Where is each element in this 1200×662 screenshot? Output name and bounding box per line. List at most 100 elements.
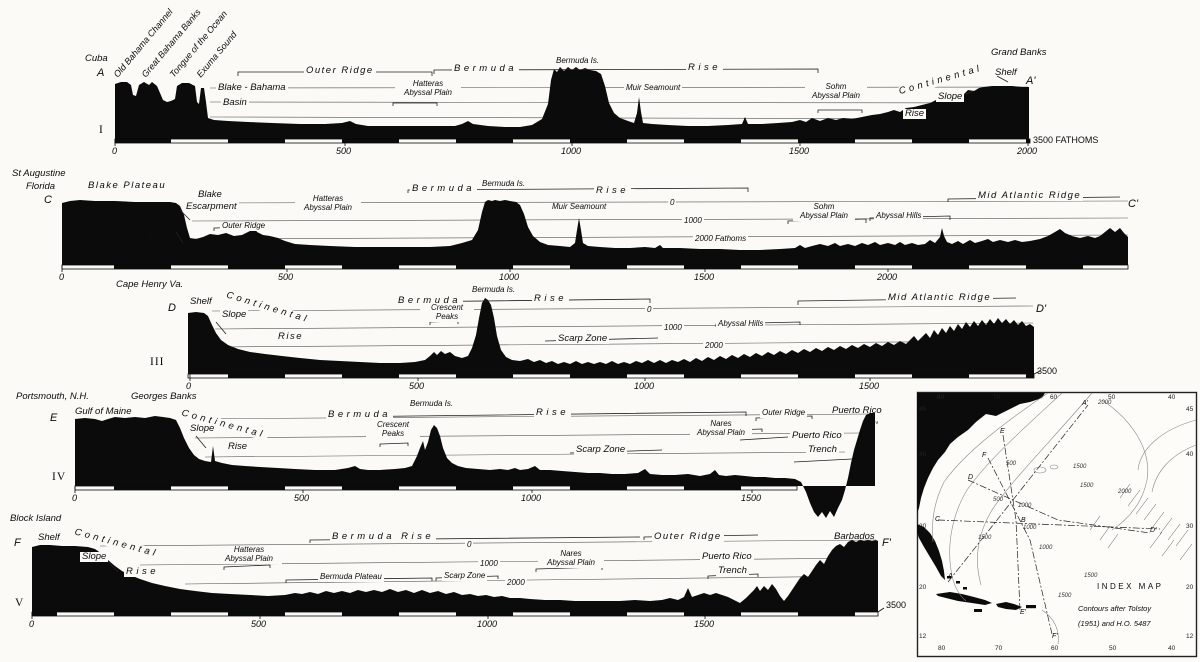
profile-3-group — [187, 297, 1041, 381]
p4-puerto-rico: Puerto Rico — [832, 405, 882, 416]
p3-axis-1500: 1500 — [859, 381, 880, 391]
map-point-f: F — [982, 452, 987, 459]
p5-nares-line2: Abyssal Plain — [546, 557, 596, 567]
p3-bermuda-is: Bermuda Is. — [472, 285, 516, 294]
p4-axis-1500: 1500 — [741, 493, 762, 503]
p2-mid-atlantic-ridge: Mid Atlantic Ridge — [976, 190, 1084, 202]
p4-axis-1000: 1000 — [521, 493, 542, 503]
p5-axis-0: 0 — [29, 619, 35, 629]
p4-nares-line1: Nares — [710, 419, 732, 428]
p4-outer-ridge: Outer Ridge — [760, 408, 808, 418]
p5-hatteras-abyssal-plain: Hatteras Abyssal Plain — [216, 545, 282, 564]
p3-axis-500: 500 — [409, 381, 425, 391]
map-bottom-70: 70 — [995, 645, 1003, 652]
map-point-e: E — [1000, 428, 1005, 435]
p3-scarp-zone: Scarp Zone — [556, 333, 610, 345]
map-title: INDEX MAP — [1097, 582, 1164, 591]
p2-sohm-abyssal-plain: Sohm Abyssal Plain — [793, 202, 855, 221]
profile-1-group — [114, 67, 1031, 146]
p5-place: Block Island — [10, 513, 62, 524]
map-contour-500-b: 500 — [993, 497, 1004, 503]
p1-axis-2000: 2000 — [1017, 146, 1038, 156]
map-contour-1500-e: 1500 — [1058, 593, 1072, 599]
p1-start: A — [97, 67, 105, 79]
p5-axis-1000: 1000 — [477, 619, 498, 629]
profile-2-silhouette — [62, 200, 1128, 265]
p4-trench-line2: Trench — [806, 444, 839, 456]
map-credit-line2: (1951) and H.O. 5487 — [1078, 619, 1151, 628]
p2-axis-500: 500 — [278, 272, 294, 282]
p2-d1000: 1000 — [682, 216, 704, 226]
p5-d0: 0 — [465, 540, 474, 550]
map-right-12: 12 — [1186, 633, 1194, 640]
p1-basin: Basin — [221, 97, 249, 109]
p2-escarpment: Escarpment — [184, 201, 239, 213]
p4-end: E' — [868, 420, 878, 432]
p1-bermuda-is: Bermuda Is. — [556, 56, 600, 65]
p5-axis-1500: 1500 — [694, 619, 715, 629]
p2-d2000: 2000 Fathoms — [693, 234, 749, 244]
p4-axis-0: 0 — [72, 493, 78, 503]
map-point-b: B — [1021, 517, 1026, 524]
p3-axis-1000: 1000 — [634, 381, 655, 391]
p3-start: D — [168, 302, 176, 314]
p5-scarp-zone: Scarp Zone — [442, 571, 488, 581]
p4-nares-line2: Abyssal Plain — [696, 427, 746, 437]
p4-gulf-of-maine: Gulf of Maine — [75, 406, 132, 417]
p1-sohm-line2: Abyssal Plain — [811, 90, 861, 100]
p5-trench-line2: Trench — [716, 565, 749, 577]
p3-d0: 0 — [645, 305, 654, 315]
map-top-80: 80 — [937, 394, 945, 401]
p3-crescent-peaks: Crescent Peaks — [420, 303, 474, 322]
p5-d2000: 2000 — [505, 578, 527, 588]
p1-place: Cuba — [85, 53, 108, 64]
p4-crescent-line1: Crescent — [376, 420, 409, 429]
p3-place: Cape Henry Va. — [116, 279, 184, 290]
p2-blake: Blake — [196, 189, 224, 201]
p3-axis-0: 0 — [186, 381, 192, 391]
profile-3-scalebar — [187, 373, 1035, 379]
map-point-d: D — [968, 474, 974, 481]
p3-end: D' — [1036, 303, 1047, 315]
map-contour-1500-c: 1500 — [978, 535, 992, 541]
map-point-a: A — [948, 573, 953, 580]
map-contour-2000-a: 2000 — [1098, 400, 1112, 406]
profile-5-scalebar — [31, 611, 879, 617]
map-left-45: 45 — [919, 406, 927, 413]
p4-start: E — [50, 412, 58, 424]
p2-start: C — [44, 194, 52, 206]
p1-muir-seamount: Muir Seamount — [624, 83, 683, 93]
p5-axis-500: 500 — [251, 619, 267, 629]
map-top-40: 40 — [1168, 394, 1176, 401]
p5-bermuda-rise: Bermuda Rise — [330, 531, 437, 543]
map-contour-1500-a: 1500 — [1073, 464, 1087, 470]
map-left-20: 20 — [919, 584, 927, 591]
profile-5-silhouette — [32, 540, 878, 612]
map-point-d-prime: D' — [1150, 527, 1157, 534]
p2-bermuda: Bermuda — [410, 183, 478, 195]
profile-4-scalebar — [74, 485, 798, 491]
index-map-landmass — [917, 393, 1045, 612]
p1-hatteras-line2: Abyssal Plain — [403, 87, 453, 97]
map-right-45: 45 — [1186, 406, 1194, 413]
p4-crescent-peaks: Crescent Peaks — [366, 420, 420, 439]
p3-shelf: Shelf — [190, 296, 212, 307]
p1-rise-2: Rise — [903, 108, 927, 120]
p2-muir-seamount: Muir Seamount — [550, 202, 609, 212]
p3-crescent-line2: Peaks — [435, 311, 459, 321]
p4-bermuda: Bermuda — [326, 409, 394, 421]
profile-1-silhouette — [115, 67, 1029, 139]
p1-hatteras-line1: Hatteras — [412, 79, 444, 88]
p3-slope: Slope — [220, 309, 249, 321]
p5-hatteras-line1: Hatteras — [233, 545, 265, 554]
p1-grand-banks: Grand Banks — [991, 47, 1047, 58]
profile-4-group — [74, 411, 875, 518]
profile-2-scalebar — [61, 264, 1129, 270]
p3-rise-2: Rise — [532, 293, 570, 305]
index-map-ridge-hatching — [1089, 483, 1193, 561]
p5-nares-abyssal-plain: Nares Abyssal Plain — [538, 549, 604, 568]
map-bottom-50: 50 — [1109, 645, 1117, 652]
p2-axis-0: 0 — [59, 272, 65, 282]
p2-hatteras-line1: Hatteras — [312, 194, 344, 203]
p2-sohm-line1: Sohm — [813, 202, 835, 211]
